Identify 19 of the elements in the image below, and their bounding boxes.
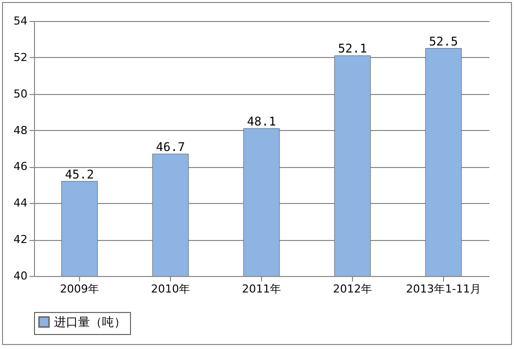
y-tick-label: 44 (14, 196, 28, 210)
data-label: 52.5 (429, 34, 458, 48)
x-tick-label: 2010年 (151, 282, 190, 296)
y-tick-label: 40 (14, 270, 28, 282)
x-tick-label: 2009年 (60, 282, 99, 296)
y-tick-label: 52 (14, 50, 28, 64)
data-label: 46.7 (156, 140, 185, 154)
y-tick-label: 46 (14, 160, 28, 174)
y-tick-label: 42 (14, 233, 28, 246)
y-tick-label: 54 (14, 14, 28, 28)
data-label: 52.1 (338, 42, 367, 56)
x-tick-label: 2011年 (242, 282, 281, 296)
data-label: 48.1 (247, 114, 276, 128)
legend-label: 进口量（吨） (54, 315, 126, 329)
y-tick-label: 48 (14, 124, 28, 137)
y-tick-label: 50 (14, 87, 28, 100)
x-tick-label: 2013年1-11月 (406, 282, 481, 296)
x-tick-label: 2012年 (333, 282, 372, 296)
data-label: 45.2 (65, 167, 94, 182)
